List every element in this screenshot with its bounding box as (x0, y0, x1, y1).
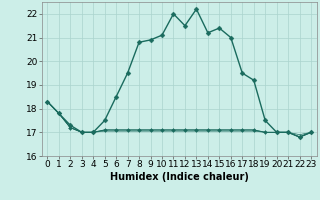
X-axis label: Humidex (Indice chaleur): Humidex (Indice chaleur) (110, 172, 249, 182)
